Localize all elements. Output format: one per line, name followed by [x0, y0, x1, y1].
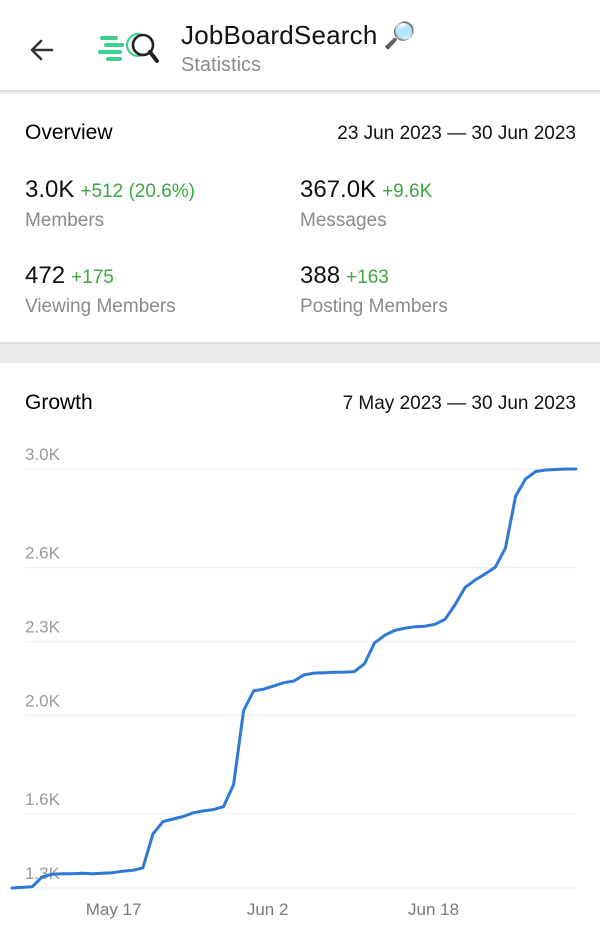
- stat-members: 3.0K +512 (20.6%) Members: [25, 176, 195, 232]
- channel-name: JobBoardSearch: [181, 19, 378, 50]
- stat-posting-members: 388 +163 Posting Members: [300, 262, 448, 318]
- growth-card: Growth 7 May 2023 — 30 Jun 2023 1.3K 1.6K…: [0, 363, 600, 937]
- app-bar: JobBoardSearch 🔎 Statistics: [0, 0, 600, 92]
- arrow-left-icon: [30, 39, 54, 61]
- stat-label: Messages: [300, 210, 387, 231]
- stat-value: 388: [300, 262, 341, 289]
- stat-value: 472: [25, 262, 66, 289]
- stat-delta: +175: [71, 267, 114, 288]
- y-tick-label: 1.6K: [25, 790, 61, 809]
- y-tick-label: 2.3K: [25, 618, 61, 637]
- stat-viewing-members: 472 +175 Viewing Members: [25, 262, 176, 318]
- y-tick-label: 2.6K: [25, 544, 61, 563]
- series-line: [10, 467, 578, 890]
- stat-value: 3.0K: [25, 176, 75, 203]
- stat-label: Members: [25, 210, 105, 231]
- back-button[interactable]: [18, 28, 66, 72]
- stat-label: Viewing Members: [25, 296, 176, 317]
- stat-messages: 367.0K +9.6K Messages: [300, 176, 432, 232]
- overview-title: Overview: [25, 121, 113, 144]
- overview-card: Overview 23 Jun 2023 — 30 Jun 2023 3.0K …: [0, 94, 600, 344]
- growth-chart[interactable]: 1.3K 1.6K 2.0K 2.3K 2.6K 3.0K May 17 Jun 2 Jun 1…: [0, 363, 600, 937]
- channel-title-block[interactable]: JobBoardSearch 🔎 Statistics: [181, 18, 416, 77]
- x-tick-label: Jun 18: [408, 900, 459, 919]
- stat-delta: +9.6K: [382, 181, 433, 202]
- stat-value: 367.0K: [300, 176, 377, 203]
- y-tick-label: 1.3K: [25, 864, 61, 883]
- page-subtitle: Statistics: [181, 54, 262, 76]
- stat-delta: +163: [346, 267, 389, 288]
- y-tick-label: 2.0K: [25, 691, 61, 710]
- x-tick-label: May 17: [86, 900, 142, 919]
- stat-label: Posting Members: [300, 296, 448, 317]
- magnifier-emoji-icon: 🔎: [383, 19, 417, 50]
- channel-title: JobBoardSearch 🔎: [181, 18, 416, 52]
- growth-date-range: 7 May 2023 — 30 Jun 2023: [342, 393, 576, 414]
- stat-delta: +512 (20.6%): [80, 181, 195, 202]
- y-tick-label: 3.0K: [25, 445, 61, 464]
- overview-date-range: 23 Jun 2023 — 30 Jun 2023: [337, 123, 576, 144]
- growth-title: Growth: [25, 391, 93, 414]
- x-tick-label: Jun 2: [247, 900, 289, 919]
- magnifier-speed-logo-icon[interactable]: [98, 28, 162, 68]
